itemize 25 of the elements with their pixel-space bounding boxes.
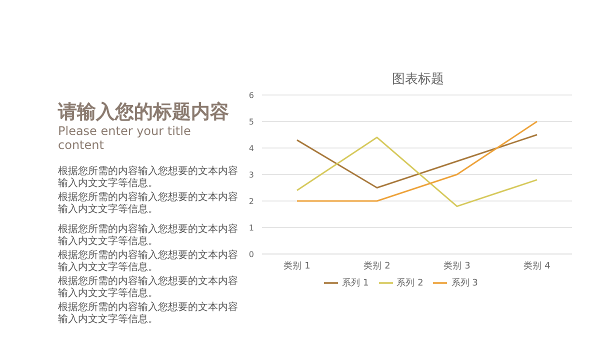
text: 根据您所需的内容输入您想要的文本内容输入内文文字等信息。 bbox=[58, 276, 239, 300]
y-tick-label: 1 bbox=[248, 223, 254, 232]
legend-label: 系列 1 bbox=[342, 278, 369, 288]
legend-label: 系列 3 bbox=[451, 278, 478, 288]
y-tick-label: 3 bbox=[248, 170, 254, 180]
text: 根据您所需的内容输入您想要的文本内容输入内文文字等信息。 bbox=[58, 224, 239, 248]
text: 根据您所需的内容输入您想要的文本内容输入内文文字等信息。 bbox=[58, 192, 239, 216]
y-tick-label: 6 bbox=[248, 90, 254, 100]
x-tick-label: 类别 2 bbox=[364, 260, 390, 272]
legend-label: 系列 2 bbox=[396, 278, 424, 288]
text: 根据您所需的内容输入您想要的文本内容输入内文文字等信息。 bbox=[58, 250, 239, 274]
text: Please enter your title content bbox=[58, 124, 192, 152]
line-series bbox=[296, 134, 538, 188]
text: 根据您所需的内容输入您想要的文本内容输入内文文字等信息。 bbox=[58, 302, 239, 326]
y-tick-label: 2 bbox=[248, 196, 254, 206]
x-tick-label: 类别 4 bbox=[524, 260, 551, 272]
y-tick-label: 4 bbox=[248, 144, 254, 153]
x-tick-label: 类别 3 bbox=[444, 260, 470, 272]
y-tick-label: 0 bbox=[248, 250, 254, 259]
x-tick-label: 类别 1 bbox=[284, 260, 310, 272]
line-series bbox=[296, 136, 538, 208]
text: 请输入您的标题内容 bbox=[58, 100, 230, 124]
chart-title: 图表标题 bbox=[391, 71, 445, 88]
y-tick-label: 5 bbox=[248, 117, 254, 126]
text: 根据您所需的内容输入您想要的文本内容输入内文文字等信息。 bbox=[58, 166, 239, 190]
